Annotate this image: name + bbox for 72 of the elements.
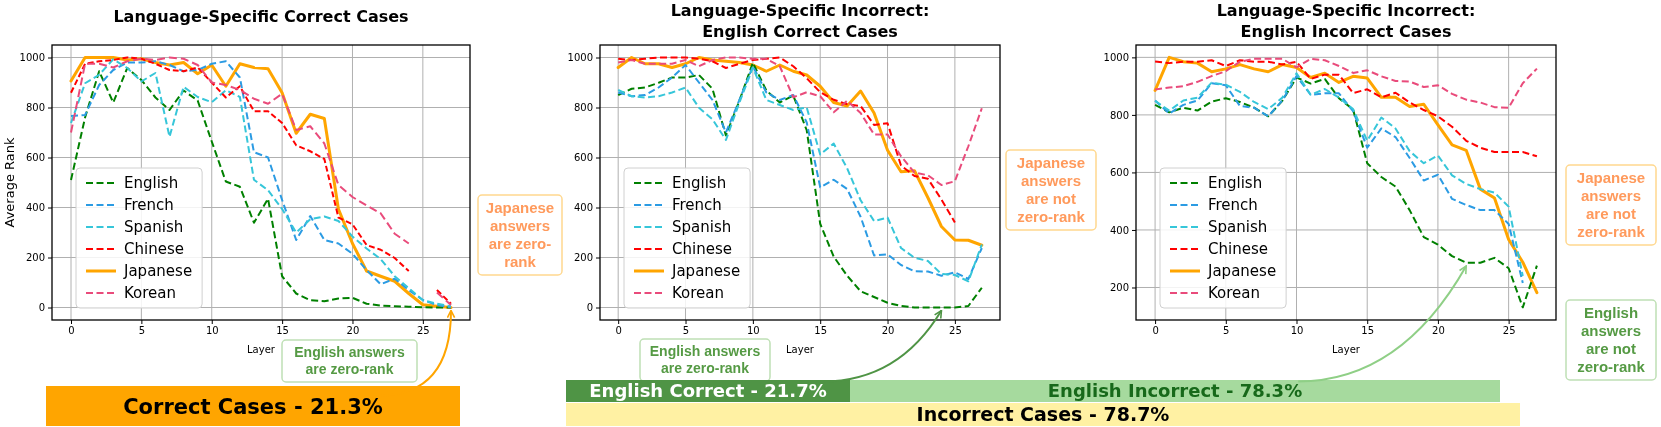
x-tick-label: 10	[746, 325, 760, 337]
text: Japanese answers are not zero-rank	[1576, 168, 1646, 240]
x-tick-label: 20	[881, 325, 895, 337]
line-series	[1154, 59, 1538, 158]
x-axis-title: Layer	[1332, 344, 1361, 355]
x-tick-label: 5	[682, 325, 690, 337]
x-tick-label: 0	[68, 325, 75, 337]
legend-label: Chinese	[124, 240, 184, 258]
x-tick-label: 25	[949, 325, 962, 337]
x-tick-label: 15	[814, 325, 828, 337]
y-tick-label: 800	[1109, 109, 1129, 121]
line-series	[1154, 57, 1538, 109]
x-axis-title: Layer	[247, 344, 276, 355]
y-tick-label: 200	[1109, 282, 1129, 294]
x-tick-label: 15	[276, 325, 289, 337]
text: Incorrect Cases - 78.7%	[916, 403, 1170, 426]
legend-label: Chinese	[672, 240, 732, 258]
legend-label: French	[672, 196, 722, 214]
y-tick-label: 0	[38, 302, 45, 314]
x-tick-label: 5	[1223, 325, 1230, 337]
legend-label: Japanese	[671, 262, 741, 280]
legend-label: Spanish	[1208, 218, 1268, 236]
y-tick-label: 400	[573, 202, 593, 214]
text: English answers are not zero-rank	[1577, 303, 1646, 375]
legend-label: Korean	[124, 284, 177, 302]
y-tick-label: 200	[573, 252, 593, 264]
legend-label: French	[124, 196, 174, 214]
y-tick-label: 600	[573, 152, 593, 164]
legend-label: Japanese	[1207, 262, 1277, 280]
legend-label: Korean	[1208, 284, 1261, 302]
y-tick-label: 400	[1109, 224, 1129, 236]
y-tick-label: 600	[25, 152, 45, 164]
y-tick-label: 400	[25, 202, 45, 214]
chart-title: Language-Specific Incorrect: English Incorrect Cases	[1216, 1, 1476, 41]
x-tick-label: 20	[1432, 325, 1445, 337]
legend-label: French	[1208, 196, 1258, 214]
x-axis-title: Layer	[786, 344, 815, 355]
legend-label: Japanese	[123, 262, 193, 280]
y-axis-title: Average Rank	[2, 137, 17, 228]
x-tick-label: 10	[205, 325, 219, 337]
legend-label: Korean	[672, 284, 725, 302]
legend-label: Spanish	[124, 218, 184, 236]
y-tick-label: 200	[25, 252, 45, 264]
legend-label: English	[672, 174, 727, 192]
annotation: English Incorrect - 78.3%	[1047, 380, 1303, 402]
annotation: English Correct - 21.7%	[589, 380, 827, 402]
legend-label: Chinese	[1208, 240, 1268, 258]
legend-label: Spanish	[672, 218, 732, 236]
y-tick-label: 800	[25, 102, 45, 114]
y-tick-label: 1000	[1103, 52, 1129, 64]
y-tick-label: 600	[1109, 167, 1129, 179]
x-tick-label: 0	[615, 325, 622, 337]
text: Japanese answers are not zero-rank	[1016, 153, 1086, 225]
x-tick-label: 10	[1290, 325, 1304, 337]
text: Japanese answers are zero-rank	[485, 198, 555, 270]
y-tick-label: 800	[573, 102, 593, 114]
text: English answers are zero-rank	[294, 343, 405, 377]
y-tick-label: 1000	[19, 52, 45, 64]
chart-title: Language-Specific Incorrect: English Correct Cases	[670, 1, 930, 41]
annotation: Correct Cases - 21.3%	[123, 394, 383, 419]
x-tick-label: 5	[138, 325, 146, 337]
x-tick-label: 25	[1502, 325, 1516, 337]
x-tick-label: 0	[1152, 325, 1159, 337]
x-tick-label: 15	[1361, 325, 1375, 337]
y-tick-label: 1000	[567, 52, 593, 64]
text: English answers are zero-rank	[649, 342, 761, 376]
x-tick-label: 25	[416, 325, 430, 337]
chart-title: Language-Specific Correct Cases	[113, 7, 409, 26]
legend-label: English	[1208, 174, 1263, 192]
y-tick-label: 0	[586, 302, 593, 314]
legend-label: English	[124, 174, 179, 192]
x-tick-label: 20	[346, 325, 360, 337]
